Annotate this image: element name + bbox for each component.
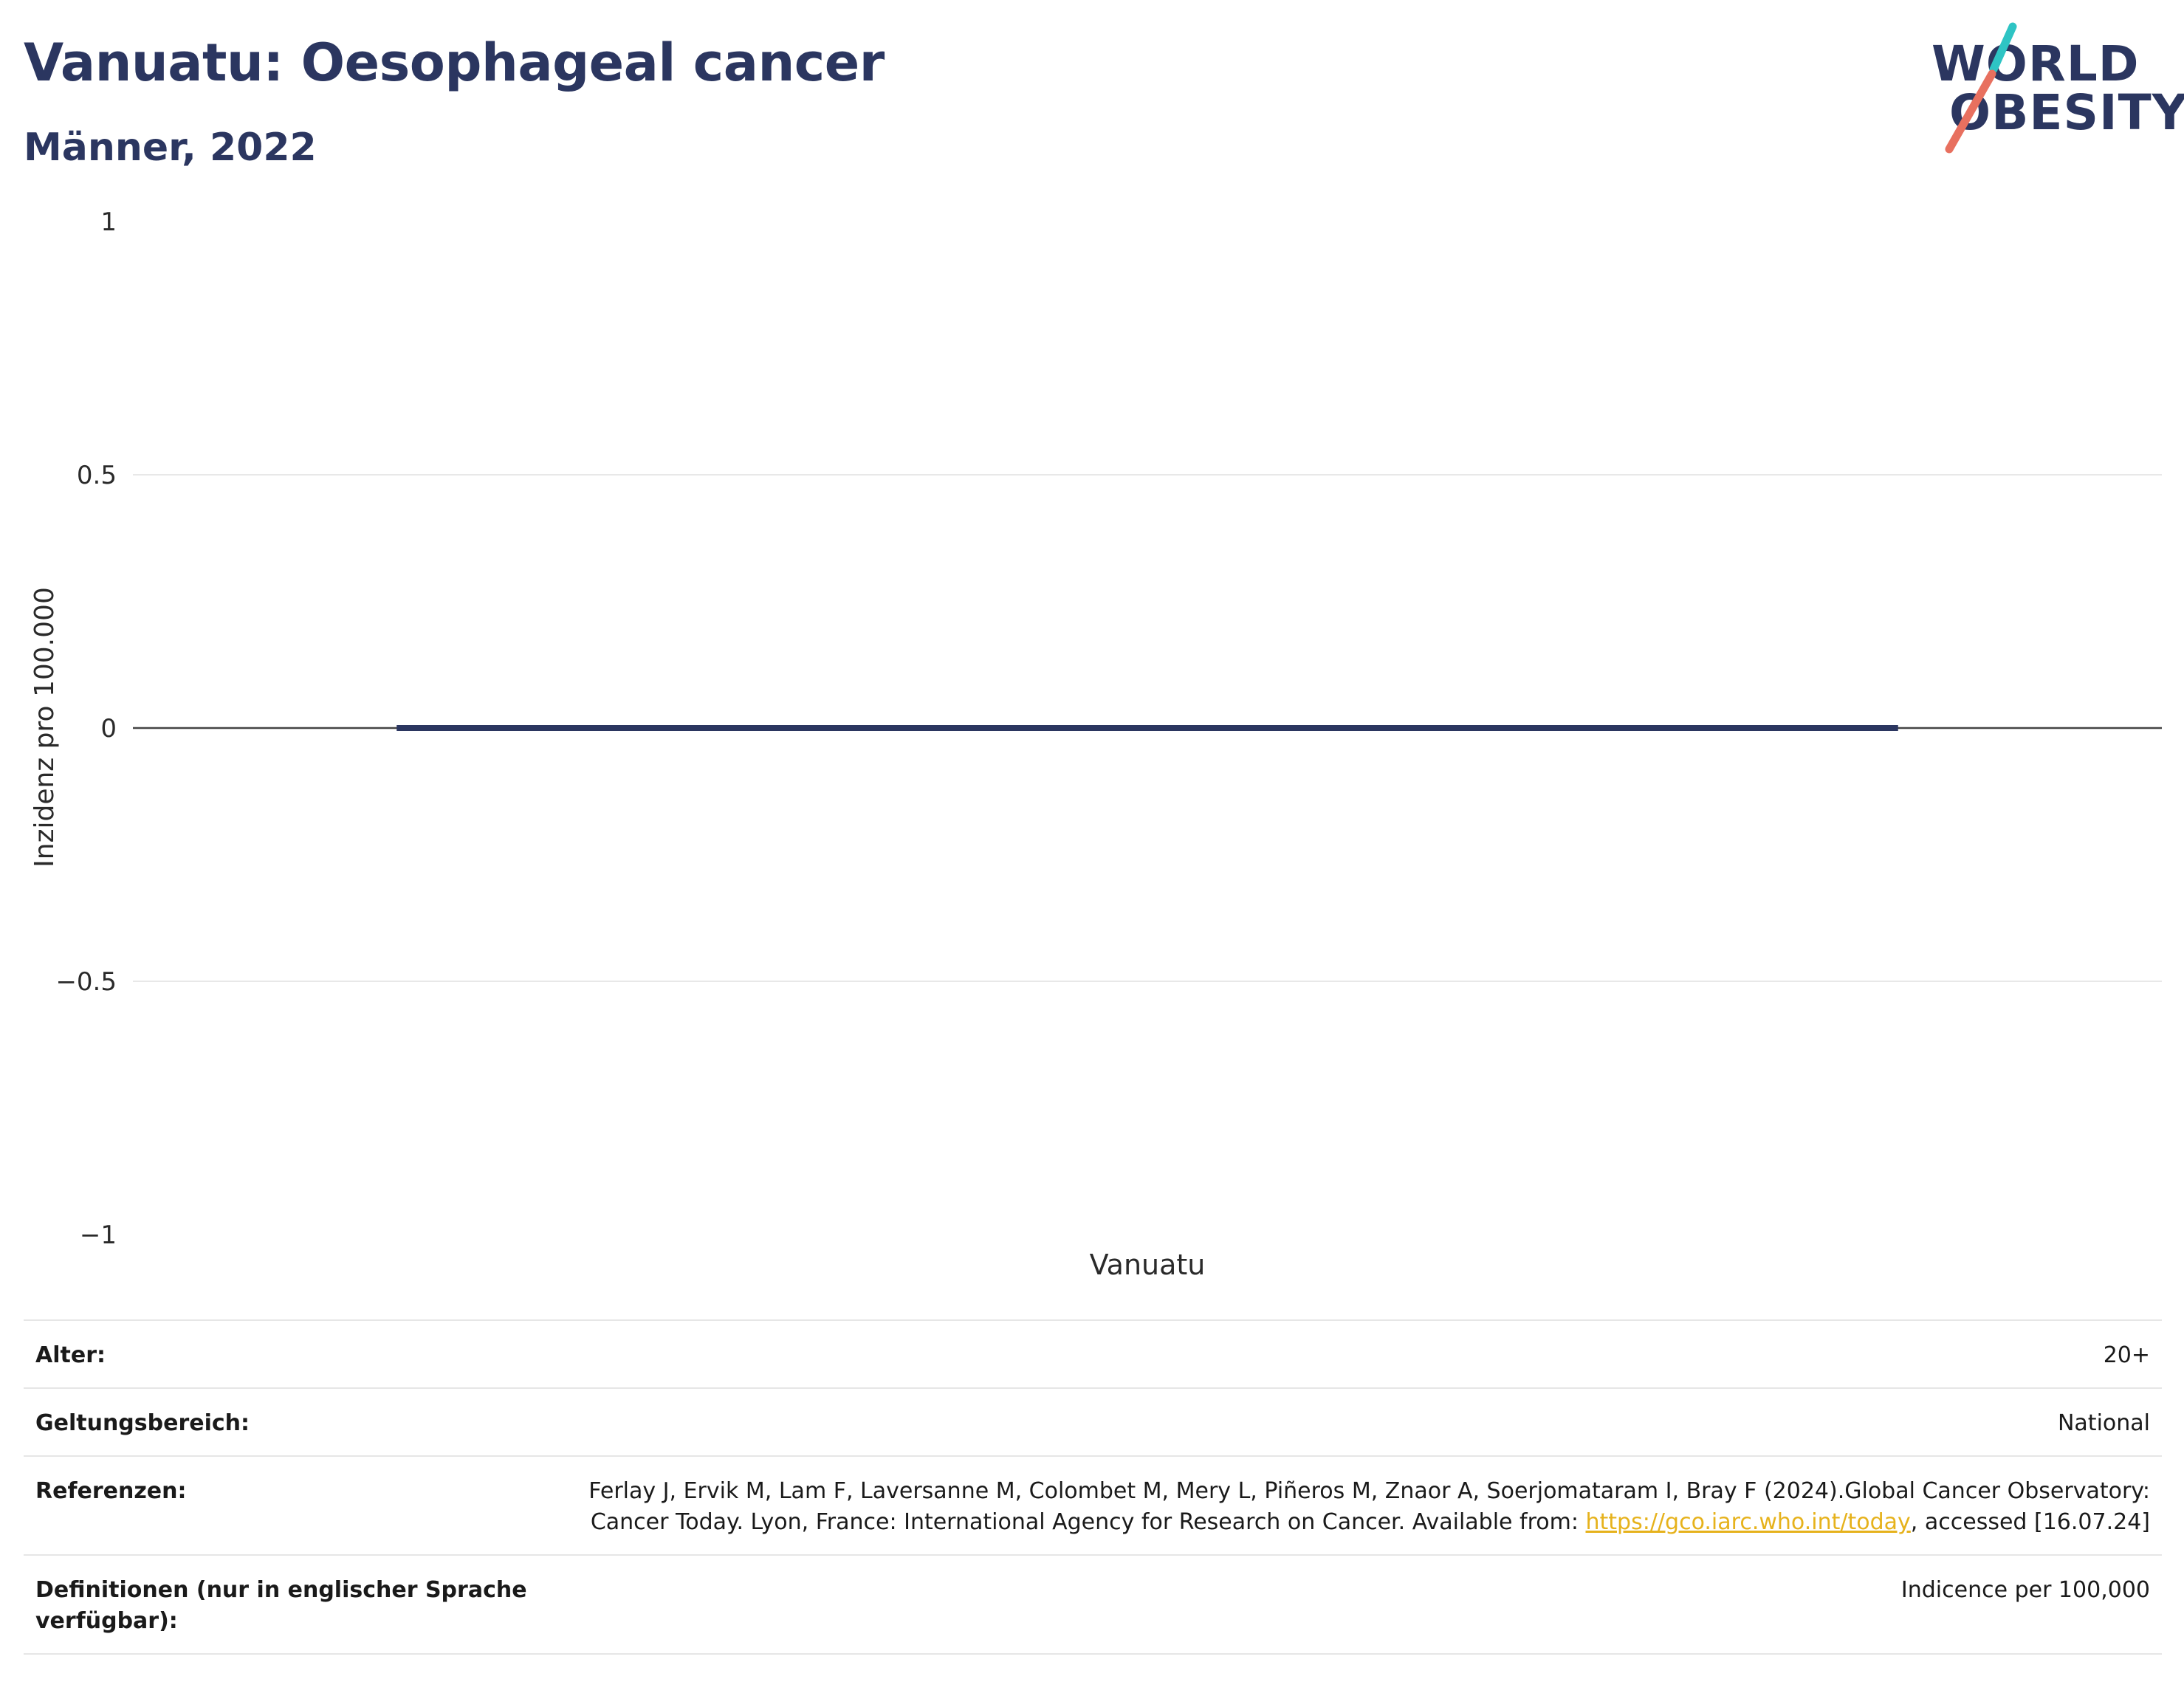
meta-row-definitions: Definitionen (nur in englischer Sprache …: [24, 1554, 2162, 1655]
age-label: Alter:: [24, 1319, 549, 1388]
references-link[interactable]: https://gco.iarc.who.int/today: [1585, 1509, 1911, 1535]
x-tick-labels: Vanuatu: [1090, 1249, 1206, 1281]
metadata-table: Alter: 20+ Geltungsbereich: National Ref…: [24, 1319, 2162, 1655]
scope-label: Geltungsbereich:: [24, 1387, 549, 1456]
references-accessed: , accessed [16.07.24]: [1910, 1509, 2150, 1535]
definitions-value: Indicence per 100,000: [549, 1554, 2162, 1655]
references-label: Referenzen:: [24, 1455, 549, 1555]
logo-slash-teal: [1989, 22, 2017, 74]
x-tick-label: Vanuatu: [1090, 1249, 1206, 1281]
bar-chart: 1 0.5 0 −0.5 −1 Vanuatu Inzidenz pro 100.000: [30, 207, 2162, 1281]
definitions-label: Definitionen (nur in englischer Sprache …: [24, 1554, 549, 1655]
world-obesity-logo[interactable]: WORLD OBESITY: [1927, 22, 2184, 155]
y-tick-label: −0.5: [55, 967, 117, 997]
logo-text-obesity: OBESITY: [1949, 84, 2184, 141]
meta-row-age: Alter: 20+: [24, 1319, 2162, 1388]
chart-title: Vanuatu: Oesophageal cancer: [24, 32, 885, 93]
logo-slash-coral: [1945, 69, 1996, 154]
bars: [396, 725, 1898, 731]
meta-row-scope: Geltungsbereich: National: [24, 1387, 2162, 1456]
references-text: Ferlay J, Ervik M, Lam F, Laversanne M, …: [588, 1478, 2150, 1535]
logo-slash-icon: [1945, 22, 2017, 154]
scope-value: National: [549, 1387, 2162, 1456]
y-tick-label: 0.5: [77, 461, 117, 490]
chart-subtitle: Männer, 2022: [24, 126, 317, 170]
y-axis-label: Inzidenz pro 100.000: [30, 587, 60, 868]
y-tick-labels: 1 0.5 0 −0.5 −1: [55, 207, 117, 1250]
meta-row-references: Referenzen: Ferlay J, Ervik M, Lam F, La…: [24, 1455, 2162, 1555]
y-tick-label: 0: [100, 714, 117, 744]
references-value: Ferlay J, Ervik M, Lam F, Laversanne M, …: [549, 1455, 2162, 1555]
y-tick-label: −1: [80, 1220, 117, 1250]
y-tick-label: 1: [100, 207, 117, 237]
bar-vanuatu[interactable]: [396, 725, 1898, 731]
age-value: 20+: [549, 1319, 2162, 1388]
logo-text-world: WORLD: [1931, 35, 2140, 92]
